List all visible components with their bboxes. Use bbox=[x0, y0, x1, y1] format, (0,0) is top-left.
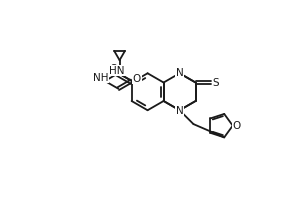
Text: O: O bbox=[232, 121, 241, 131]
Text: HN: HN bbox=[109, 66, 124, 76]
Text: O: O bbox=[133, 74, 141, 84]
Text: O: O bbox=[110, 64, 118, 74]
Text: N: N bbox=[176, 68, 184, 78]
Text: N: N bbox=[176, 106, 184, 116]
Text: S: S bbox=[212, 78, 219, 88]
Text: NH: NH bbox=[93, 73, 109, 83]
